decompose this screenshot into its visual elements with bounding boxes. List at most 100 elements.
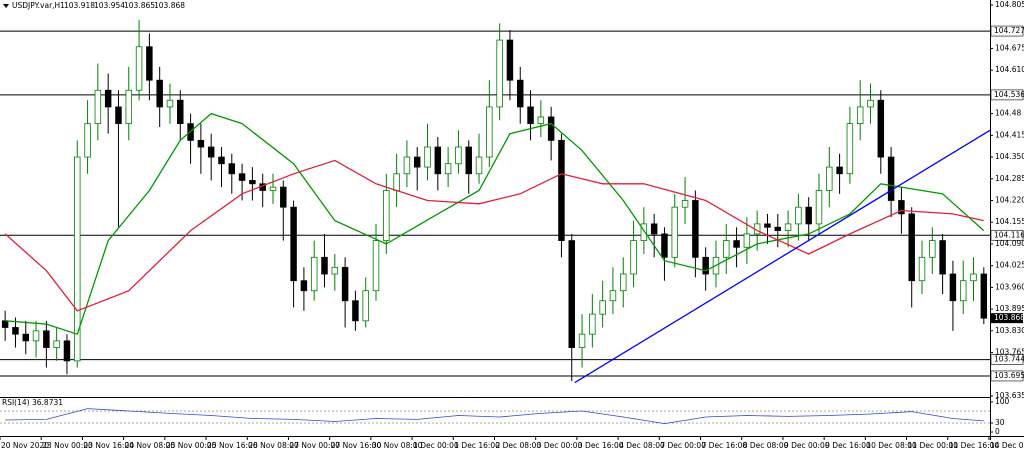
candle-body xyxy=(650,223,658,235)
x-tick-label: 23 Nov 00:00 xyxy=(42,441,93,450)
candle-body xyxy=(805,206,812,225)
candle-body xyxy=(929,240,936,258)
candle-body xyxy=(475,156,483,175)
candle-body xyxy=(424,146,431,168)
x-tick-label: 11 Dec 16:00 xyxy=(949,441,1000,450)
candle-body xyxy=(238,173,246,181)
candle-body xyxy=(630,240,637,275)
level-tag xyxy=(990,229,1024,241)
y-tick-label: 104.155 xyxy=(995,217,1024,226)
x-tick-label: 2 Dec 08:00 xyxy=(495,441,541,450)
candle-body xyxy=(207,146,215,158)
y-tick-label: 103.635 xyxy=(995,391,1024,400)
candle-body xyxy=(43,330,50,348)
symbol: USDJPY.var,H1 xyxy=(12,1,65,10)
y-tick-label: 104.220 xyxy=(995,196,1024,205)
candle-body xyxy=(465,146,472,175)
candle-body xyxy=(393,173,400,191)
candle-body xyxy=(826,166,833,191)
candle-body xyxy=(702,256,709,275)
indicator-line xyxy=(5,112,985,336)
candle-body xyxy=(599,300,606,315)
candle-body xyxy=(877,99,885,158)
y-tick-label: 104.610 xyxy=(995,65,1024,74)
candle-body xyxy=(104,89,112,108)
y-tick-label: 104.415 xyxy=(995,130,1024,139)
candle-body xyxy=(898,200,905,215)
candle-body xyxy=(1,320,9,328)
candle-body xyxy=(218,156,225,165)
y-tick-label: 104.350 xyxy=(995,152,1024,161)
candle-body xyxy=(856,106,864,125)
candle-body xyxy=(496,39,503,108)
rsi-label: RSI(14) xyxy=(2,398,30,407)
candle-body xyxy=(970,273,977,282)
candle-body xyxy=(681,200,689,208)
candle-body xyxy=(537,116,545,125)
x-tick-label: 24 Nov 08:00 xyxy=(125,441,176,450)
candle-body xyxy=(774,226,782,231)
candle-body xyxy=(918,256,926,282)
candle-body xyxy=(620,273,627,292)
candle-body xyxy=(94,89,102,125)
candle-body xyxy=(22,333,29,342)
candle-body xyxy=(517,79,524,108)
x-tick-label: 3 Dec 16:00 xyxy=(578,441,624,450)
candle-body xyxy=(547,116,555,141)
candle-body xyxy=(383,190,390,242)
header-price: 103.865 xyxy=(124,1,155,10)
candle-body xyxy=(32,330,40,342)
x-tick-label: 7 Dec 00:00 xyxy=(660,441,706,450)
candle-body xyxy=(63,340,71,362)
x-tick-label: 1 Dec 00:00 xyxy=(413,441,459,450)
last-price-tag xyxy=(991,313,1023,324)
x-tick-label: 23 Nov 16:00 xyxy=(83,441,134,450)
menu-triangle xyxy=(3,4,9,8)
rsi-tick-label: 0 xyxy=(995,427,1000,436)
candle-body xyxy=(733,240,740,248)
x-tick-label: 20 Nov 2020 xyxy=(1,441,49,450)
level-tag xyxy=(990,25,1024,37)
y-tick-label: 103.830 xyxy=(995,326,1024,335)
y-tick-label: 104.805 xyxy=(995,0,1024,9)
candle-body xyxy=(455,146,462,165)
candle-body xyxy=(887,156,895,201)
candle-body xyxy=(609,290,617,302)
candle-body xyxy=(115,106,122,125)
candle-body xyxy=(661,233,668,258)
x-tick-label: 8 Dec 08:00 xyxy=(743,441,789,450)
candle-body xyxy=(228,163,236,175)
candle-body xyxy=(84,123,91,158)
rsi-value: 36.8731 xyxy=(32,398,63,407)
level-tag xyxy=(990,354,1024,365)
header-price: 103.868 xyxy=(154,1,185,10)
candle-body xyxy=(671,206,678,258)
rsi-tick-label: 30 xyxy=(995,418,1005,427)
y-tick-label: 103.765 xyxy=(995,348,1024,357)
candle-body xyxy=(331,266,339,275)
y-tick-label: 104.285 xyxy=(995,174,1024,183)
x-tick-label: 14 Dec 08:00 xyxy=(990,441,1024,450)
x-tick-label: 3 Dec 00:00 xyxy=(537,441,583,450)
indicator-line xyxy=(574,129,991,384)
level-label: 104.536 xyxy=(994,90,1024,99)
candle-body xyxy=(908,213,915,282)
candle-body xyxy=(300,280,308,292)
candle-body xyxy=(269,186,277,191)
x-tick-label: 9 Dec 16:00 xyxy=(825,441,871,450)
candle-body xyxy=(341,266,349,302)
level-label: 103.695 xyxy=(994,371,1024,380)
x-tick-label: 11 Dec 00:00 xyxy=(908,441,959,450)
candle-body xyxy=(640,223,648,242)
candle-body xyxy=(197,139,205,148)
x-tick-label: 9 Dec 00:00 xyxy=(784,441,830,450)
candle-body xyxy=(578,333,586,348)
x-tick-label: 10 Dec 08:00 xyxy=(866,441,917,450)
level-label: 103.744 xyxy=(994,355,1024,364)
candle-body xyxy=(692,200,699,258)
candle-body xyxy=(362,290,369,322)
header-price: 103.918 xyxy=(64,1,95,10)
candle-body xyxy=(527,106,534,125)
candle-body xyxy=(310,256,318,292)
candle-body xyxy=(867,99,874,108)
